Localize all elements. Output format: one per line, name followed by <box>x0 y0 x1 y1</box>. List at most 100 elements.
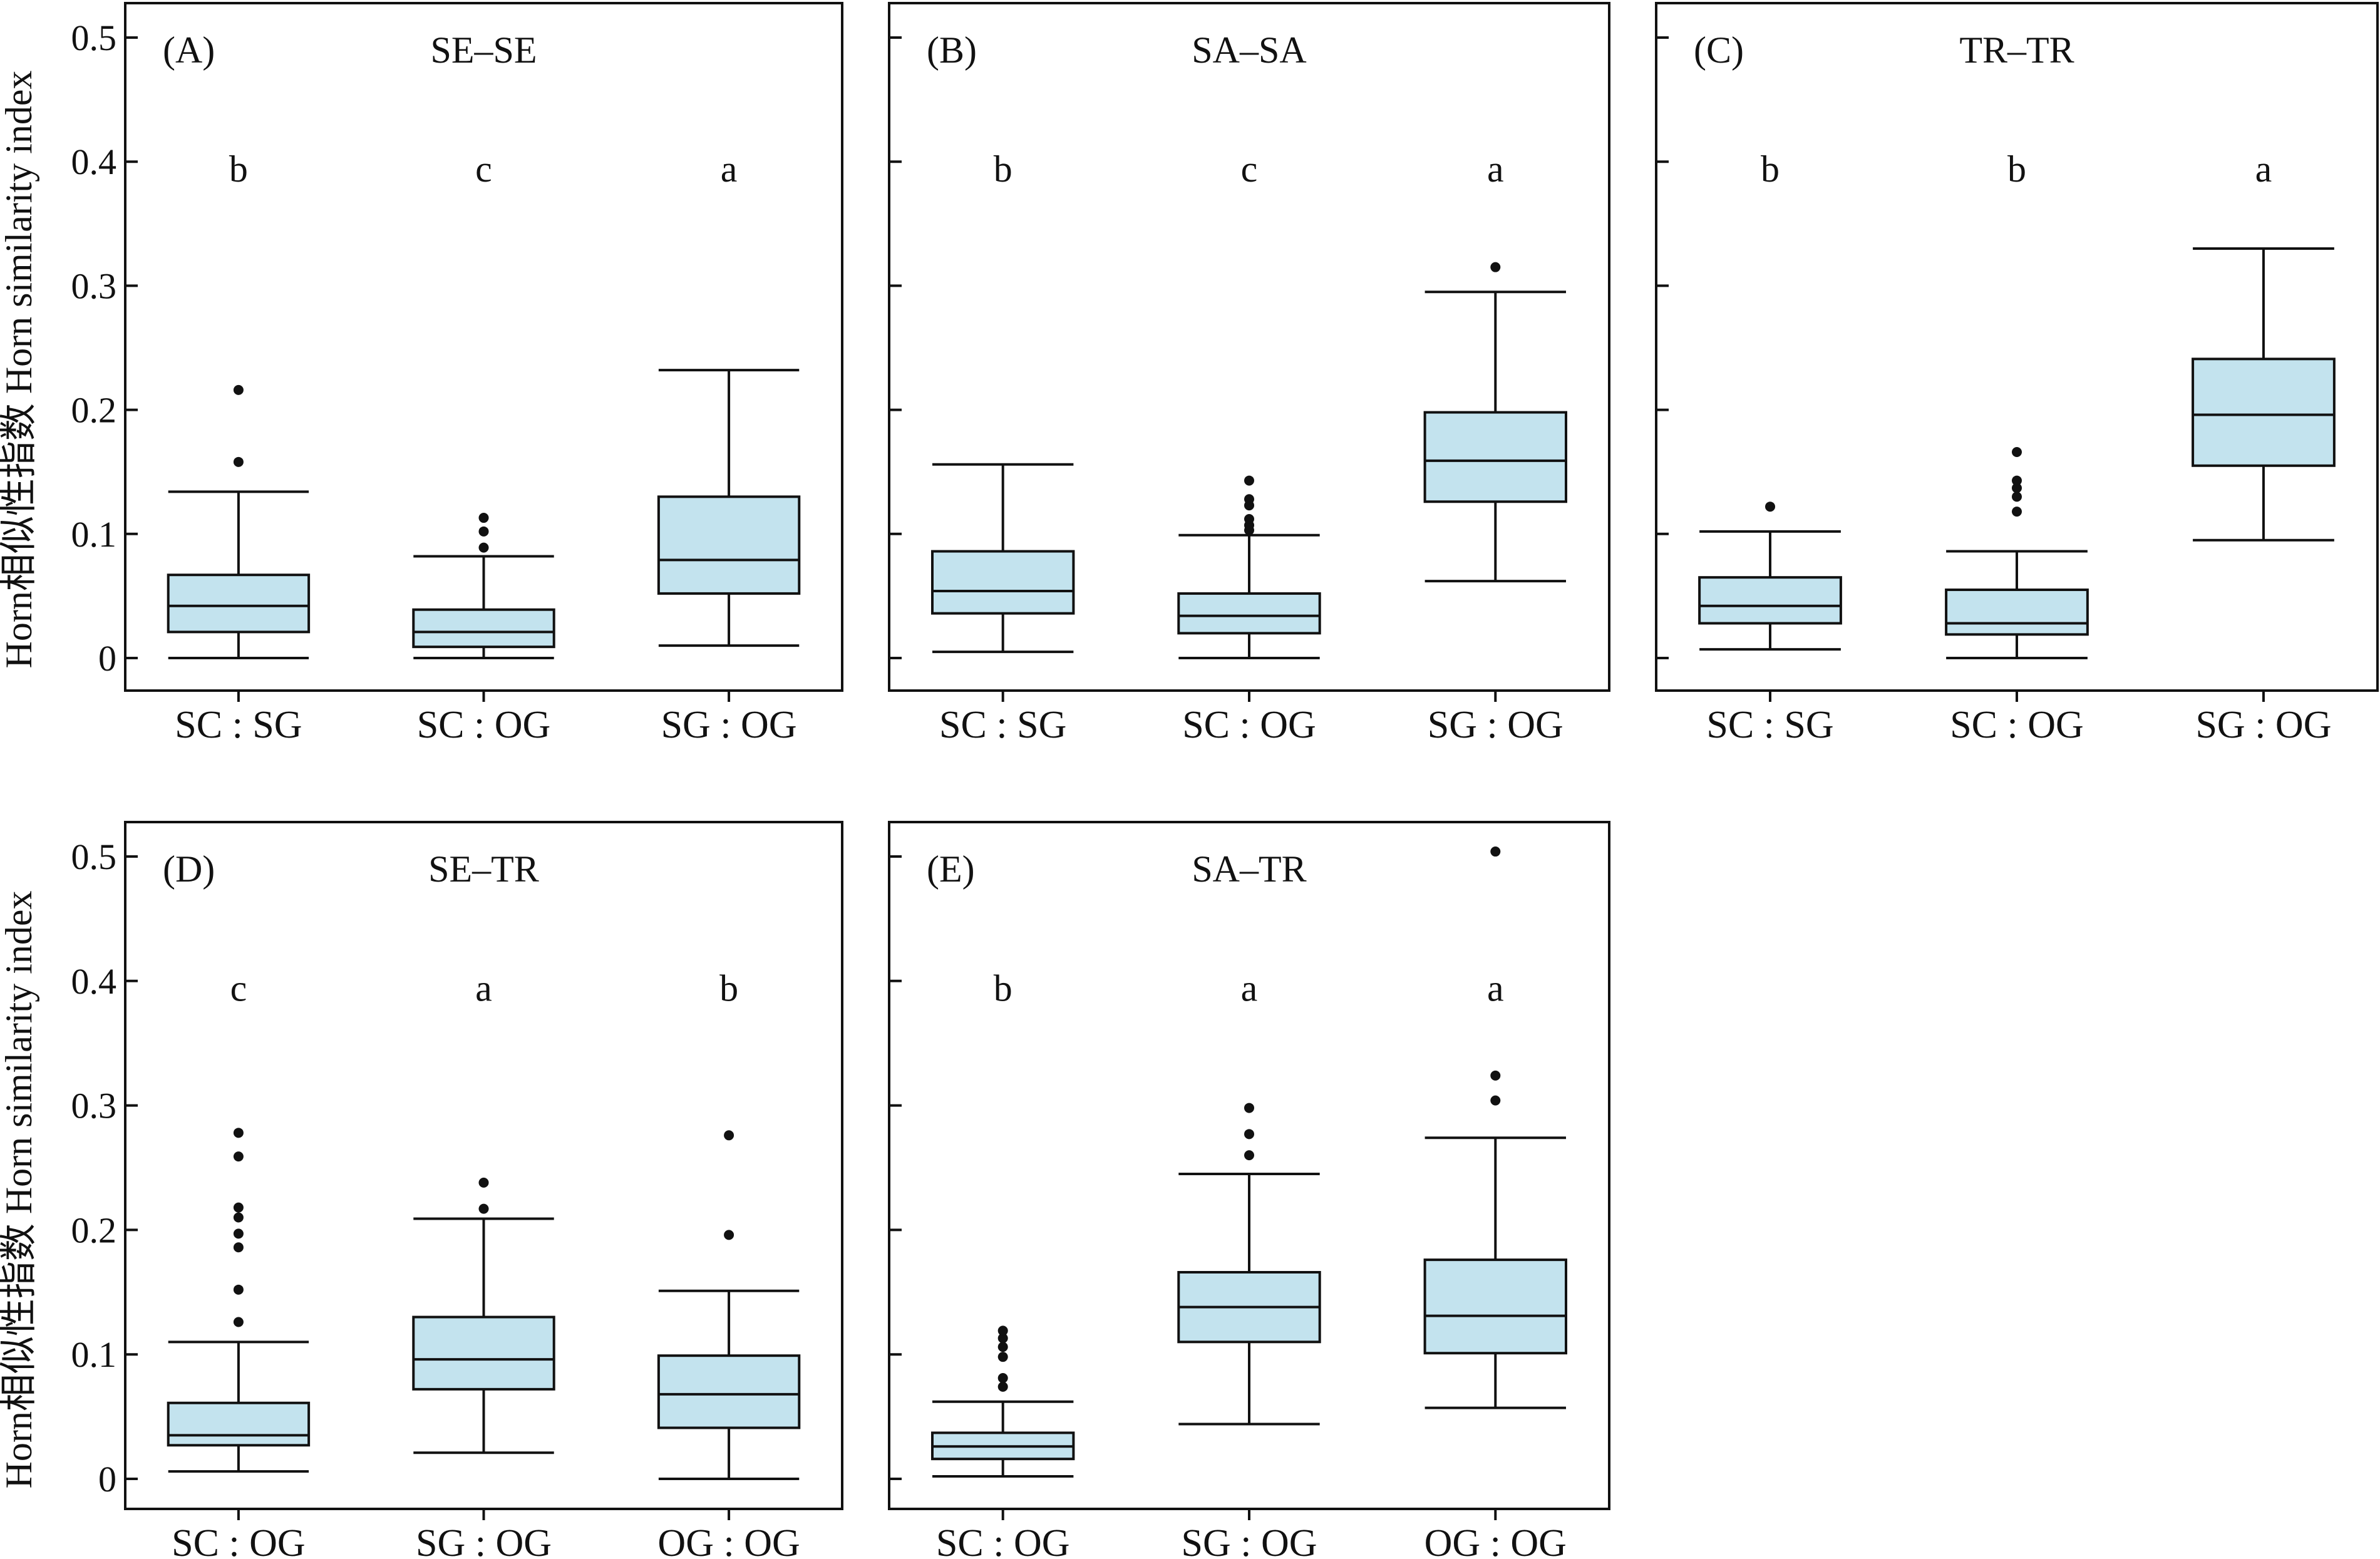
box-iqr <box>412 1315 555 1391</box>
box-iqr <box>1423 1258 1568 1355</box>
outlier-point <box>2012 507 2022 517</box>
outlier-point <box>478 542 489 553</box>
significance-letter: b <box>994 148 1012 190</box>
y-tick-label: 0.2 <box>71 1210 117 1250</box>
y-axis-label-bottom: Horn相似性指数 Horn similarity index <box>0 891 39 1489</box>
significance-letter: b <box>229 148 248 190</box>
y-tick-label: 0 <box>98 638 116 679</box>
outlier-point <box>233 1317 244 1327</box>
box-iqr <box>1177 592 1321 635</box>
panel-e: SC : OG SG : OG OG : OG (E) SA–TR b a a <box>888 821 1610 1559</box>
significance-letter: b <box>2007 148 2026 190</box>
outlier-point <box>478 526 489 537</box>
panel-d: 0 0.1 0.2 0.3 0.4 0.5 SC : OG SG : OG OG : OG (D)… <box>71 821 843 1559</box>
panel-label: (A) <box>163 29 215 71</box>
outlier-point <box>1490 1095 1501 1106</box>
significance-letter: a <box>475 968 492 1009</box>
outlier-point <box>2012 475 2022 486</box>
box-2: c <box>1177 148 1321 659</box>
significance-letter: a <box>1241 968 1258 1009</box>
box-2: a <box>1177 968 1321 1426</box>
outlier-point <box>1490 1070 1501 1081</box>
box-iqr <box>1423 411 1568 503</box>
significance-letter: c <box>475 148 492 190</box>
y-tick-label: 0.2 <box>71 390 117 431</box>
outlier-point <box>2012 491 2022 502</box>
x-category-label: SC : OG <box>417 704 551 746</box>
outlier-point <box>997 1333 1008 1344</box>
box-2: a <box>412 968 555 1454</box>
x-category-label: SC : OG <box>936 1522 1070 1559</box>
outlier-point <box>478 1203 489 1214</box>
panel-label: (D) <box>163 848 215 890</box>
y-axis-label-top: Horn相似性指数 Horn similarity index <box>0 71 39 669</box>
box-1: b <box>167 148 311 659</box>
outlier-point <box>2012 446 2022 457</box>
outlier-point <box>1244 1150 1254 1161</box>
panel-label: (B) <box>927 29 977 71</box>
box-iqr <box>412 608 555 649</box>
panel-label: (C) <box>1694 29 1744 71</box>
outlier-point <box>1244 1129 1254 1140</box>
outlier-point <box>1244 494 1254 505</box>
significance-letter: b <box>994 968 1012 1009</box>
outlier-point <box>233 1228 244 1239</box>
outlier-point <box>233 1202 244 1213</box>
x-category-label: SG : OG <box>661 704 797 746</box>
panel-b: SC : SG SC : OG SG : OG (B) SA–SA b c a <box>888 2 1610 746</box>
y-tick-label: 0.1 <box>71 514 117 555</box>
box-iqr <box>167 574 311 634</box>
x-category-label: SC : OG <box>172 1522 306 1559</box>
panel-c: SC : SG SC : OG SG : OG (C) TR–TR b b a <box>1655 2 2379 746</box>
significance-letter: b <box>719 968 738 1009</box>
outlier-point <box>233 456 244 467</box>
outlier-point <box>1490 262 1501 272</box>
significance-letter: b <box>1761 148 1780 190</box>
outlier-point <box>1490 846 1501 857</box>
outlier-point <box>997 1325 1008 1336</box>
box-iqr <box>167 1401 311 1447</box>
outlier-point <box>2012 483 2022 493</box>
x-category-label: SC : OG <box>1182 704 1316 746</box>
outlier-point <box>724 1230 734 1240</box>
outlier-point <box>997 1372 1008 1383</box>
panel-title: SE–SE <box>430 29 537 71</box>
panels-group: 0 0.1 0.2 0.3 0.4 0.5 SC : SG SC : OG SG : OG (A)… <box>71 2 2379 1559</box>
box-2: b <box>1945 148 2089 659</box>
box-iqr <box>1698 576 1842 625</box>
box-2: c <box>412 148 555 659</box>
outlier-point <box>1244 475 1254 486</box>
box-1: b <box>931 968 1075 1478</box>
significance-letter: a <box>1487 968 1504 1009</box>
y-tick-label: 0.4 <box>71 141 117 182</box>
x-category-label: SC : OG <box>1950 704 2084 746</box>
box-3: a <box>2192 148 2336 542</box>
outlier-point <box>1244 514 1254 525</box>
x-category-label: SC : SG <box>1706 704 1833 746</box>
y-tick-label: 0.4 <box>71 961 117 1002</box>
x-category-label: SG : OG <box>1428 704 1563 746</box>
panel-title: SA–SA <box>1192 29 1306 71</box>
significance-letter: a <box>2255 148 2272 190</box>
outlier-point <box>997 1352 1008 1362</box>
x-category-label: SG : OG <box>2195 704 2331 746</box>
outlier-point <box>997 1381 1008 1392</box>
y-tick-label: 0.5 <box>71 18 117 58</box>
y-tick-label: 0.3 <box>71 265 117 306</box>
x-category-label: OG : OG <box>1424 1522 1567 1559</box>
panel-title: TR–TR <box>1959 29 2074 71</box>
panel-label: (E) <box>927 848 975 890</box>
y-tick-label: 0.5 <box>71 836 117 877</box>
outlier-point <box>233 1212 244 1223</box>
box-iqr <box>931 550 1075 615</box>
outlier-point <box>233 1128 244 1138</box>
significance-letter: c <box>1241 148 1258 190</box>
y-tick-label: 0.1 <box>71 1334 117 1375</box>
box-3: b <box>657 968 801 1480</box>
outlier-point <box>1765 502 1776 512</box>
y-tick-label: 0.3 <box>71 1086 117 1126</box>
box-iqr <box>657 1354 801 1429</box>
outlier-point <box>478 1177 489 1188</box>
significance-letter: c <box>230 968 247 1009</box>
